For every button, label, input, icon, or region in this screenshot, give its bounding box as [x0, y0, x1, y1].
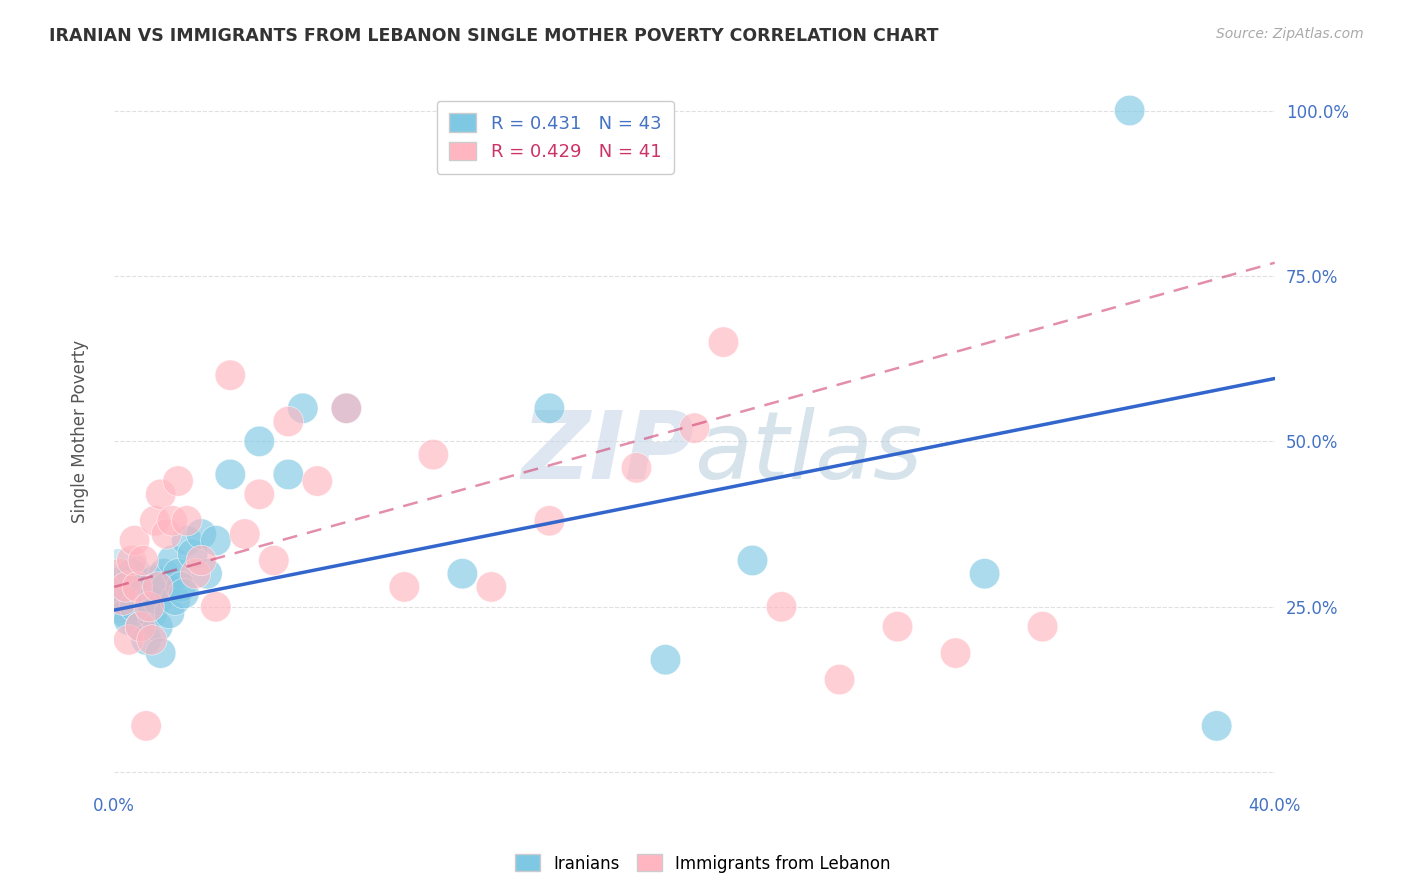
Point: [945, 646, 967, 660]
Point: [146, 593, 169, 607]
Point: [127, 580, 149, 594]
Point: [167, 566, 190, 581]
Point: [149, 487, 172, 501]
Point: [162, 553, 184, 567]
Point: [115, 593, 138, 607]
Point: [141, 632, 163, 647]
Point: [654, 653, 676, 667]
Point: [195, 566, 218, 581]
Point: [683, 421, 706, 435]
Point: [233, 527, 256, 541]
Point: [973, 566, 995, 581]
Point: [422, 448, 444, 462]
Point: [127, 580, 149, 594]
Point: [538, 401, 561, 416]
Point: [190, 527, 212, 541]
Point: [479, 580, 502, 594]
Point: [1205, 719, 1227, 733]
Point: [138, 593, 160, 607]
Point: [115, 580, 138, 594]
Point: [181, 547, 204, 561]
Point: [219, 368, 242, 383]
Point: [190, 553, 212, 567]
Point: [394, 580, 416, 594]
Point: [219, 467, 242, 482]
Text: atlas: atlas: [695, 407, 922, 499]
Point: [149, 646, 172, 660]
Point: [741, 553, 763, 567]
Point: [335, 401, 357, 416]
Point: [170, 580, 193, 594]
Point: [121, 553, 143, 567]
Point: [828, 673, 851, 687]
Point: [121, 586, 143, 600]
Point: [124, 599, 146, 614]
Point: [124, 533, 146, 548]
Point: [277, 467, 299, 482]
Y-axis label: Single Mother Poverty: Single Mother Poverty: [72, 340, 89, 523]
Point: [157, 607, 180, 621]
Point: [132, 586, 155, 600]
Point: [146, 620, 169, 634]
Point: [143, 574, 166, 588]
Point: [143, 514, 166, 528]
Point: [335, 401, 357, 416]
Point: [129, 620, 152, 634]
Point: [173, 586, 195, 600]
Point: [538, 514, 561, 528]
Point: [1032, 620, 1054, 634]
Point: [108, 586, 131, 600]
Point: [291, 401, 314, 416]
Point: [115, 607, 138, 621]
Legend: Iranians, Immigrants from Lebanon: Iranians, Immigrants from Lebanon: [509, 847, 897, 880]
Point: [204, 599, 226, 614]
Point: [626, 460, 648, 475]
Point: [247, 487, 270, 501]
Point: [135, 719, 157, 733]
Point: [155, 580, 177, 594]
Point: [155, 527, 177, 541]
Point: [162, 514, 184, 528]
Point: [247, 434, 270, 449]
Point: [132, 553, 155, 567]
Point: [277, 415, 299, 429]
Point: [111, 574, 134, 588]
Point: [138, 599, 160, 614]
Point: [307, 474, 329, 488]
Point: [108, 576, 131, 591]
Point: [184, 566, 207, 581]
Point: [713, 335, 735, 350]
Point: [129, 620, 152, 634]
Point: [118, 632, 141, 647]
Point: [108, 566, 131, 581]
Point: [886, 620, 908, 634]
Point: [451, 566, 474, 581]
Text: IRANIAN VS IMMIGRANTS FROM LEBANON SINGLE MOTHER POVERTY CORRELATION CHART: IRANIAN VS IMMIGRANTS FROM LEBANON SINGL…: [49, 27, 939, 45]
Text: ZIP: ZIP: [522, 407, 695, 499]
Point: [167, 474, 190, 488]
Point: [118, 613, 141, 627]
Point: [176, 514, 198, 528]
Point: [770, 599, 793, 614]
Text: Source: ZipAtlas.com: Source: ZipAtlas.com: [1216, 27, 1364, 41]
Point: [152, 566, 174, 581]
Point: [176, 533, 198, 548]
Point: [165, 593, 187, 607]
Point: [111, 593, 134, 607]
Point: [146, 580, 169, 594]
Point: [141, 607, 163, 621]
Point: [135, 632, 157, 647]
Point: [1118, 103, 1140, 118]
Legend: R = 0.431   N = 43, R = 0.429   N = 41: R = 0.431 N = 43, R = 0.429 N = 41: [437, 101, 673, 174]
Point: [121, 566, 143, 581]
Point: [263, 553, 285, 567]
Point: [108, 580, 131, 594]
Point: [204, 533, 226, 548]
